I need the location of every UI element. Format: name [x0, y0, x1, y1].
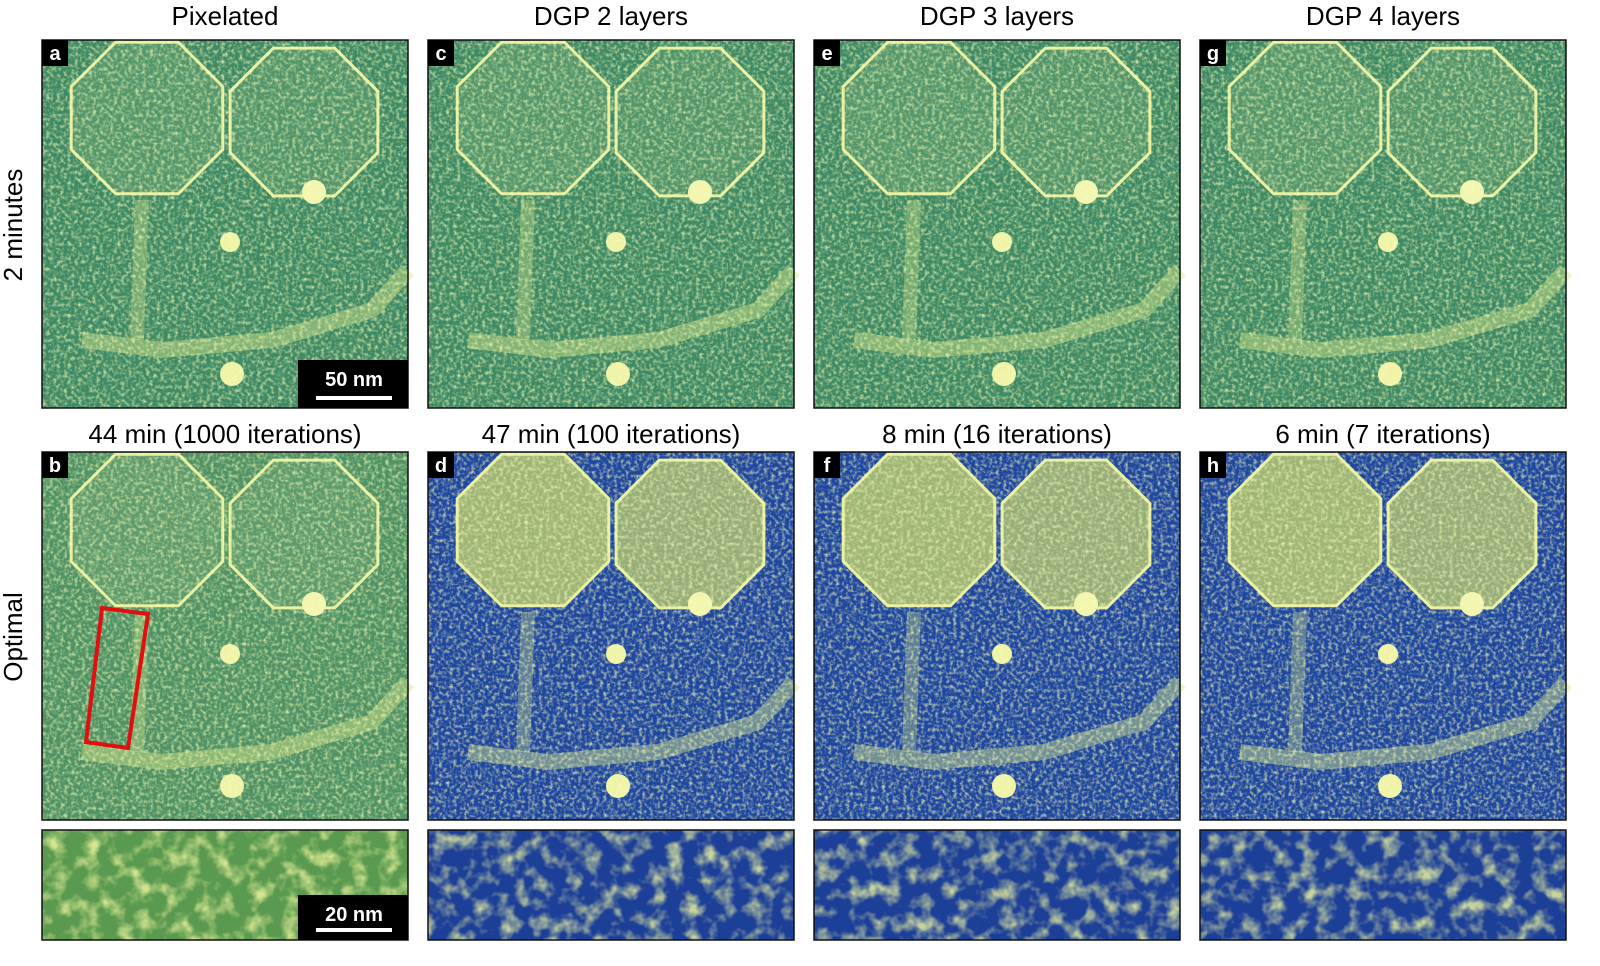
panel-border	[41, 451, 409, 821]
noise	[1200, 452, 1566, 820]
panel-letter: a	[49, 43, 61, 65]
noise	[1200, 40, 1566, 408]
time-caption: 6 min (7 iterations)	[1275, 419, 1490, 449]
panel-border	[427, 829, 795, 941]
column-title: Pixelated	[172, 1, 279, 31]
panel-border	[1199, 39, 1567, 409]
column-title: DGP 4 layers	[1306, 1, 1460, 31]
panel-letter-box	[814, 40, 840, 66]
image-panel	[1199, 451, 1572, 821]
panel-border	[813, 829, 1181, 941]
panel-border	[813, 451, 1181, 821]
panel-letter: g	[1207, 43, 1219, 65]
panel-border	[427, 451, 795, 821]
column-title: DGP 2 layers	[534, 1, 688, 31]
panel-letter-box	[42, 40, 68, 66]
row-label: Optimal	[0, 592, 28, 682]
image-panel	[813, 451, 1186, 821]
noise	[814, 452, 1180, 820]
image-panel	[813, 829, 1181, 941]
noise	[42, 40, 408, 408]
image-panel	[1199, 39, 1572, 409]
image-panel	[427, 829, 795, 941]
panel-letter-box	[428, 452, 454, 478]
panel-border	[41, 39, 409, 409]
panel-letter: d	[435, 455, 447, 477]
image-panel	[427, 39, 800, 409]
noise	[428, 40, 794, 408]
panel-letter: b	[49, 455, 61, 477]
panel-border	[1199, 451, 1567, 821]
noise	[814, 830, 1180, 940]
noise	[814, 40, 1180, 408]
panel-letter-box	[1200, 452, 1226, 478]
row-label: 2 minutes	[0, 169, 28, 282]
time-caption: 47 min (100 iterations)	[482, 419, 741, 449]
panel-letter: h	[1207, 455, 1219, 477]
scale-bar-box	[298, 895, 408, 940]
time-caption: 8 min (16 iterations)	[882, 419, 1112, 449]
noise	[1200, 830, 1566, 940]
panel-border	[1199, 829, 1567, 941]
scale-bar-label: 20 nm	[325, 904, 383, 926]
column-title: DGP 3 layers	[920, 1, 1074, 31]
noise	[428, 830, 794, 940]
panel-letter-box	[428, 40, 454, 66]
selection-box	[83, 605, 151, 751]
image-panel	[1199, 829, 1567, 941]
panel-letter-box	[1200, 40, 1226, 66]
scale-bar-label: 50 nm	[325, 369, 383, 391]
panel-border	[41, 829, 409, 941]
panel-letter-box	[814, 452, 840, 478]
panel-letter: e	[821, 43, 832, 65]
panel-letter-box	[42, 452, 68, 478]
image-panel	[427, 451, 800, 821]
panel-border	[813, 39, 1181, 409]
noise	[42, 452, 408, 820]
image-panel	[813, 39, 1186, 409]
time-caption: 44 min (1000 iterations)	[88, 419, 361, 449]
panel-letter: f	[824, 455, 831, 477]
noise	[428, 452, 794, 820]
panel-letter: c	[435, 43, 446, 65]
image-panel	[41, 39, 414, 409]
panel-border	[427, 39, 795, 409]
image-panel	[41, 451, 414, 821]
